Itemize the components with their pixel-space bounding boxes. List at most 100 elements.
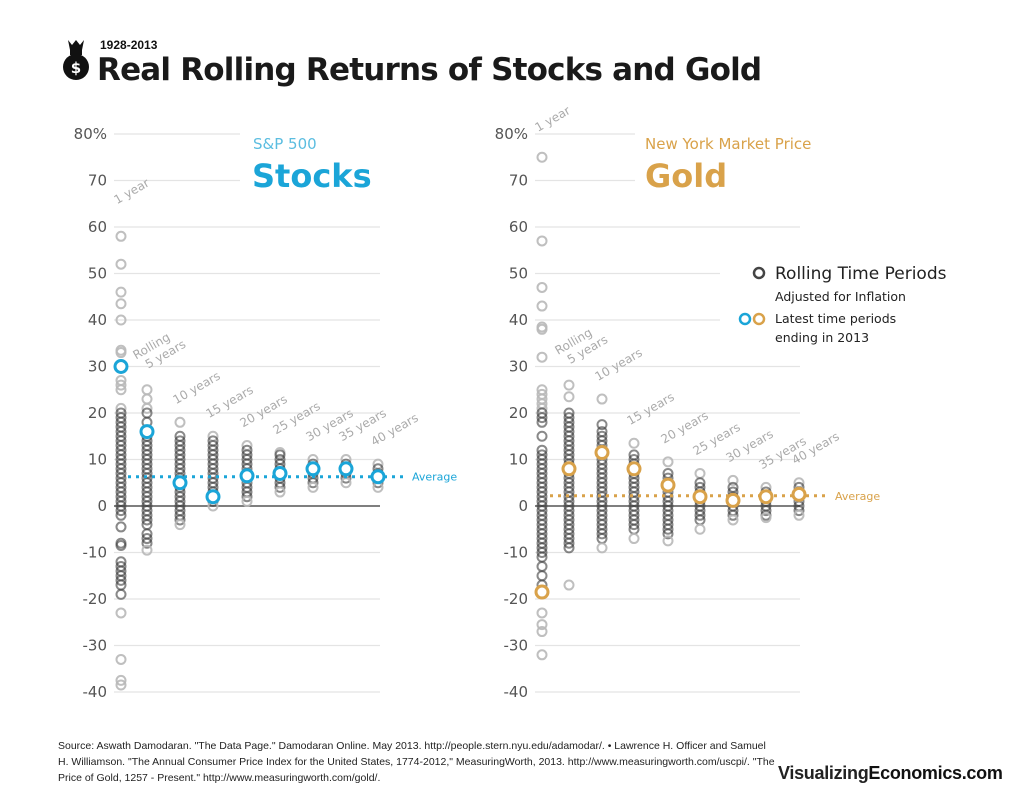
rolling-return-point (694, 523, 706, 535)
y-tick-label: 0 (518, 497, 528, 515)
rolling-return-point (241, 495, 253, 507)
latest-2013-point (239, 468, 255, 484)
y-tick-label: 20 (509, 404, 528, 422)
average-label: Average (835, 490, 880, 503)
latest-2013-point (791, 486, 807, 502)
rolling-return-point (536, 416, 548, 428)
rolling-return-point (596, 542, 608, 554)
rolling-return-point (760, 505, 772, 517)
latest-2013-point (113, 359, 129, 374)
legend-rolling-title: Rolling Time Periods (775, 264, 947, 284)
rolling-return-point (536, 281, 548, 293)
column-label: Rolling5 years (553, 320, 611, 369)
legend-rolling-sub: Adjusted for Inflation (775, 289, 906, 304)
column-4 (662, 456, 674, 547)
legend-gold-latest-marker (752, 312, 766, 326)
rolling-return-point (115, 314, 127, 326)
rolling-return-point (274, 486, 286, 498)
rolling-return-point (536, 235, 548, 247)
rolling-return-point (662, 528, 674, 540)
stocks-title: Stocks (252, 157, 372, 195)
rolling-return-point (727, 509, 739, 521)
y-tick-label: -30 (83, 637, 108, 655)
rolling-return-point (536, 300, 548, 312)
legend-stocks-latest-marker (738, 312, 752, 326)
rolling-return-point (274, 481, 286, 493)
rolling-return-point (536, 412, 548, 424)
column-3 (207, 430, 219, 512)
legend-rolling-marker (752, 266, 766, 280)
rolling-return-point (115, 509, 127, 521)
rolling-return-point (727, 474, 739, 486)
column-0 (115, 230, 127, 691)
rolling-return-point (115, 588, 127, 600)
latest-2013-point (660, 477, 676, 493)
y-tick-label: 20 (88, 404, 107, 422)
rolling-return-point (115, 230, 127, 242)
latest-2013-point (370, 469, 386, 485)
rolling-return-point (694, 467, 706, 479)
rolling-return-point (536, 560, 548, 572)
rolling-return-point (662, 523, 674, 535)
rolling-return-point (115, 258, 127, 270)
rolling-return-point (536, 547, 548, 558)
source-citation: Source: Aswath Damodaran. "The Data Page… (58, 740, 775, 784)
column-2 (174, 416, 186, 531)
rolling-return-point (596, 393, 608, 405)
rolling-return-point (141, 544, 153, 556)
rolling-return-point (141, 533, 153, 545)
y-tick-label: -30 (504, 637, 529, 655)
y-tick-label: 80% (74, 125, 107, 143)
latest-2013-point (272, 465, 288, 481)
y-tick-label: 50 (509, 265, 528, 283)
latest-2013-point (594, 445, 610, 461)
y-tick-label: -10 (83, 544, 108, 562)
average-label: Average (412, 471, 457, 484)
column-0 (536, 151, 548, 661)
rolling-return-point (340, 477, 352, 489)
y-tick-label: 40 (509, 311, 528, 329)
latest-2013-point (172, 475, 188, 491)
y-tick-label: 30 (88, 358, 107, 376)
rolling-return-point (536, 607, 548, 619)
gold-subtitle: New York Market Price (645, 135, 811, 153)
brand-logo: VisualizingEconomics.com (778, 763, 1003, 784)
rolling-return-point (536, 323, 548, 335)
rolling-return-point (628, 519, 640, 531)
rolling-return-point (174, 514, 186, 526)
column-2 (596, 393, 608, 554)
legend-latest-line2: ending in 2013 (775, 330, 869, 345)
rolling-return-point (694, 509, 706, 521)
rolling-return-point (141, 514, 153, 526)
rolling-return-point (563, 391, 575, 403)
y-tick-label: 50 (88, 265, 107, 283)
legend-latest-line1: Latest time periods (775, 311, 896, 326)
header-subtitle: 1928-2013 (100, 38, 158, 52)
rolling-return-point (174, 519, 186, 531)
latest-2013-point (561, 461, 577, 477)
rolling-return-point (563, 379, 575, 391)
rolling-return-point (115, 679, 127, 691)
rolling-return-point (141, 537, 153, 549)
rolling-return-point (115, 653, 127, 665)
rolling-return-point (662, 456, 674, 468)
brand-part-b: Economics.com (868, 763, 1003, 783)
y-tick-label: -40 (504, 683, 529, 701)
latest-2013-point (534, 584, 550, 600)
money-bag-icon: $ (63, 40, 89, 80)
y-tick-label: -10 (504, 544, 529, 562)
y-tick-label: 10 (509, 451, 528, 469)
rolling-return-point (662, 535, 674, 547)
column-label: 15 years (625, 390, 677, 428)
rolling-return-point (307, 481, 319, 493)
rolling-return-point (307, 477, 319, 489)
rolling-return-point (596, 419, 608, 431)
latest-2013-point (692, 489, 708, 505)
rolling-return-point (563, 542, 575, 554)
rolling-return-point (115, 574, 127, 586)
rolling-return-point (115, 540, 127, 552)
rolling-return-point (115, 521, 127, 533)
y-tick-label: 30 (509, 358, 528, 376)
rolling-return-point (115, 674, 127, 686)
latest-2013-point (338, 461, 354, 477)
